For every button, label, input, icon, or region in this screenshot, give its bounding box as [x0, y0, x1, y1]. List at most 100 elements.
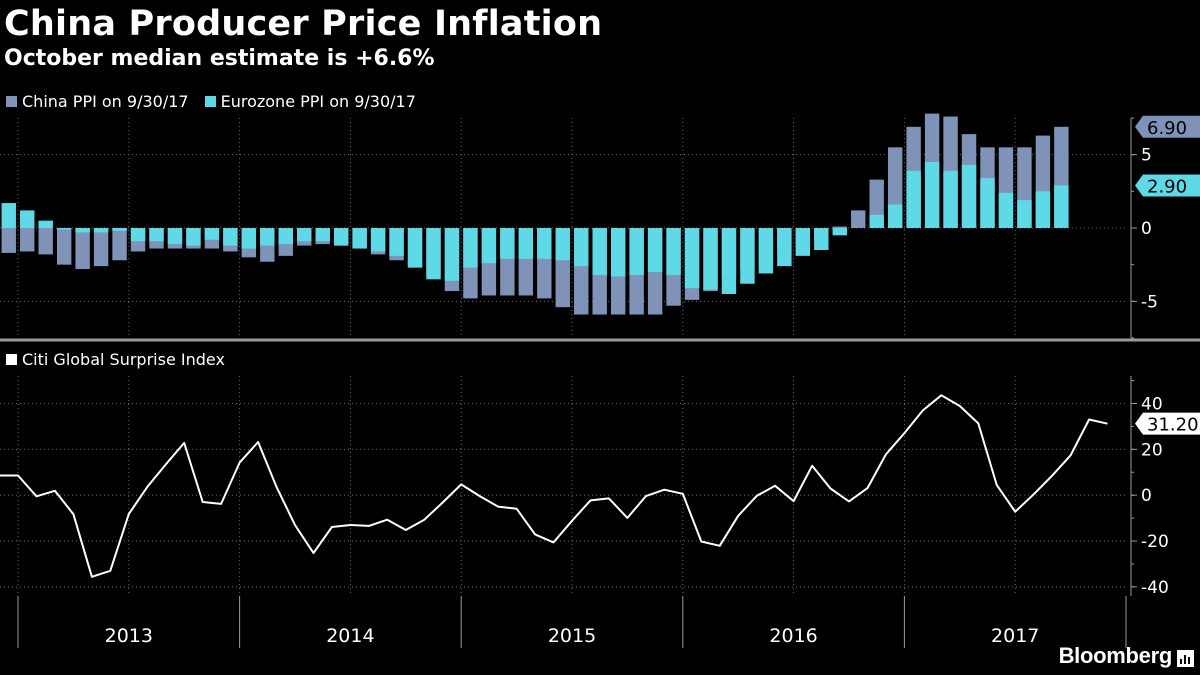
- bar-eurozone-ppi: [943, 170, 958, 228]
- bar-eurozone-ppi: [777, 228, 792, 267]
- bar-eurozone-ppi: [167, 228, 183, 245]
- bar-eurozone-ppi: [961, 164, 977, 228]
- bar-eurozone-ppi: [887, 204, 903, 228]
- bars-layer: [1, 113, 1069, 315]
- axis-layer: -5 0 5 -40 -20 0 20 40 6.90 2.90 31.20 2013 2014 2015…: [0, 115, 1200, 648]
- chart-subtitle: October median estimate is +6.6%: [4, 46, 435, 71]
- eurozone-ppi-swatch: [204, 96, 216, 107]
- bar-china-ppi: [832, 226, 847, 228]
- bar-eurozone-ppi: [555, 228, 570, 261]
- bar-eurozone-ppi: [38, 220, 53, 228]
- bar-eurozone-ppi: [20, 210, 35, 228]
- legend-label-eurozone-ppi: Eurozone PPI on 9/30/17: [220, 92, 416, 111]
- citi-last-value-tag: [1135, 412, 1200, 435]
- bar-eurozone-ppi: [980, 178, 995, 228]
- china-ppi-swatch: [6, 96, 17, 107]
- bar-eurozone-ppi: [740, 228, 755, 284]
- bar-china-ppi: [38, 228, 53, 255]
- citi-swatch: [6, 354, 17, 365]
- bar-eurozone-ppi: [130, 228, 146, 242]
- line-citi-surprise: [0, 394, 1108, 578]
- bar-eurozone-ppi: [924, 162, 940, 228]
- bloomberg-terminal-icon: [1177, 650, 1194, 667]
- bar-china-ppi: [20, 228, 35, 252]
- bar-eurozone-ppi: [758, 228, 774, 274]
- legend-item-citi: Citi Global Surprise Index: [6, 350, 225, 369]
- bar-eurozone-ppi: [795, 228, 811, 256]
- eurozone-ppi-last-value-tag: [1135, 174, 1200, 197]
- bar-eurozone-ppi: [574, 228, 589, 267]
- y-tick-label-bottom: -20: [1141, 532, 1169, 552]
- bar-eurozone-ppi: [389, 228, 404, 256]
- bar-eurozone-ppi: [832, 228, 847, 236]
- bloomberg-logo: Bloomberg: [1058, 643, 1173, 668]
- chart-title: China Producer Price Inflation: [4, 4, 603, 44]
- bar-eurozone-ppi: [223, 228, 238, 246]
- line-layer: [0, 394, 1108, 578]
- bar-eurozone-ppi: [444, 228, 460, 281]
- legend-label-china-ppi: China PPI on 9/30/17: [22, 92, 189, 111]
- bar-eurozone-ppi: [814, 228, 829, 250]
- bar-eurozone-ppi: [112, 228, 127, 231]
- x-tick-label: 2013: [105, 625, 153, 647]
- bar-eurozone-ppi: [1035, 191, 1051, 228]
- bar-eurozone-ppi: [426, 228, 441, 280]
- bar-eurozone-ppi: [998, 192, 1014, 228]
- bar-eurozone-ppi: [315, 228, 330, 242]
- bar-eurozone-ppi: [278, 228, 293, 245]
- china-ppi-last-value-tag: [1135, 115, 1200, 138]
- bar-eurozone-ppi: [500, 228, 515, 259]
- bar-eurozone-ppi: [75, 228, 90, 233]
- y-tick-label-bottom: 0: [1141, 486, 1152, 506]
- china-ppi-last-value-label: 6.90: [1147, 118, 1187, 139]
- bar-eurozone-ppi: [260, 228, 275, 246]
- bar-eurozone-ppi: [204, 228, 220, 240]
- y-tick-label-bottom: -40: [1141, 578, 1169, 598]
- bar-china-ppi: [93, 228, 109, 267]
- x-tick-label: 2016: [769, 625, 817, 647]
- bar-eurozone-ppi: [352, 228, 367, 249]
- bar-eurozone-ppi: [518, 228, 534, 259]
- bar-eurozone-ppi: [370, 228, 386, 252]
- bar-eurozone-ppi: [869, 214, 884, 228]
- bar-eurozone-ppi: [56, 228, 72, 230]
- y-tick-label-bottom: 20: [1141, 440, 1163, 460]
- y-tick-label-top: 0: [1141, 219, 1152, 239]
- x-tick-label: 2014: [326, 625, 374, 647]
- y-tick-label-top: -5: [1141, 292, 1158, 312]
- bar-eurozone-ppi: [721, 228, 737, 294]
- bar-eurozone-ppi: [647, 228, 663, 272]
- legend-item-china-ppi: China PPI on 9/30/17: [6, 92, 189, 111]
- y-tick-label-top: 5: [1141, 146, 1152, 166]
- bar-eurozone-ppi: [684, 228, 700, 289]
- bar-eurozone-ppi: [610, 228, 626, 277]
- bar-eurozone-ppi: [463, 228, 478, 268]
- bar-eurozone-ppi: [1017, 200, 1032, 228]
- bar-eurozone-ppi: [906, 170, 921, 228]
- bar-eurozone-ppi: [629, 228, 644, 275]
- bar-eurozone-ppi: [537, 228, 552, 259]
- bar-eurozone-ppi: [592, 228, 607, 275]
- bar-eurozone-ppi: [241, 228, 257, 249]
- bar-eurozone-ppi: [666, 228, 681, 275]
- bar-china-ppi: [851, 210, 866, 228]
- bar-china-ppi: [56, 228, 72, 265]
- bar-eurozone-ppi: [149, 228, 164, 242]
- x-tick-label: 2017: [991, 625, 1039, 647]
- bar-eurozone-ppi: [297, 228, 312, 242]
- citi-last-value-label: 31.20: [1147, 415, 1199, 436]
- bar-eurozone-ppi: [93, 228, 109, 233]
- bar-china-ppi: [75, 228, 90, 270]
- legend-item-eurozone-ppi: Eurozone PPI on 9/30/17: [204, 92, 416, 111]
- bar-eurozone-ppi: [481, 228, 497, 264]
- x-tick-label: 2015: [548, 625, 596, 647]
- bar-eurozone-ppi: [333, 228, 349, 246]
- bar-china-ppi: [1, 228, 16, 253]
- bar-eurozone-ppi: [1, 203, 16, 228]
- ppi-legend: China PPI on 9/30/17 Eurozone PPI on 9/3…: [6, 92, 432, 111]
- citi-legend: Citi Global Surprise Index: [6, 350, 241, 369]
- bar-eurozone-ppi: [186, 228, 201, 246]
- bar-eurozone-ppi: [1054, 185, 1069, 228]
- bar-china-ppi: [112, 228, 127, 261]
